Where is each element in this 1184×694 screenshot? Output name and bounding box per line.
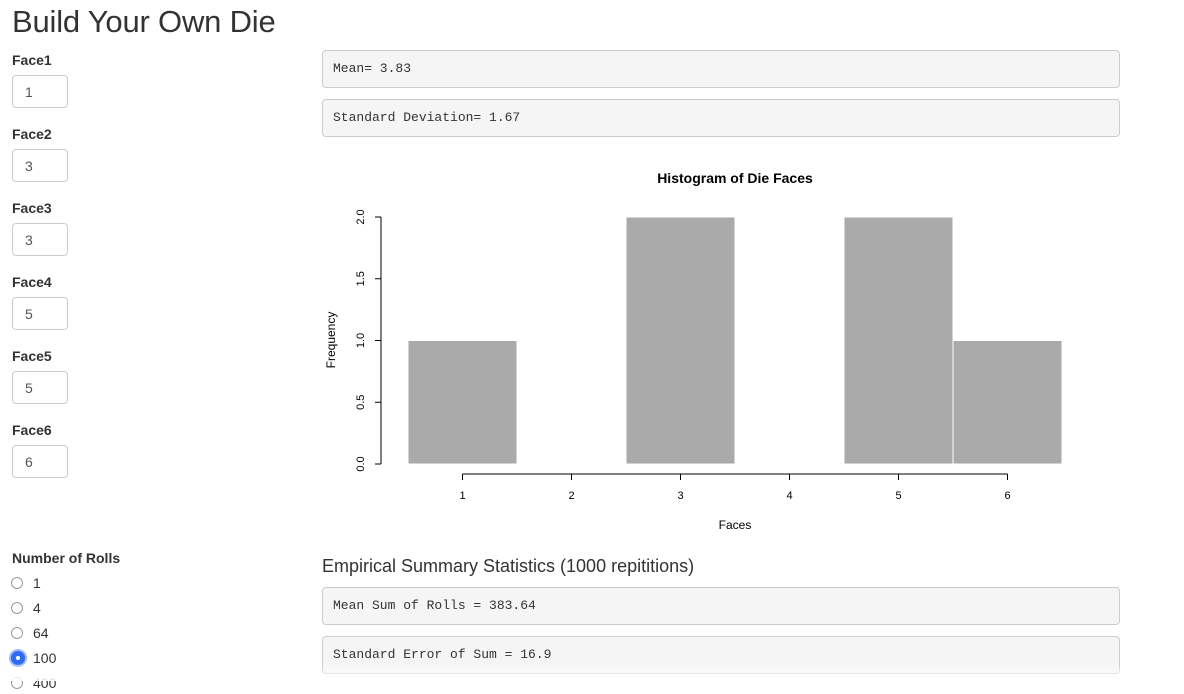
- y-tick-label: 1.0: [355, 333, 367, 348]
- y-axis-title: Frequency: [324, 312, 338, 369]
- histogram-bar: [843, 216, 954, 465]
- x-tick-label: 4: [786, 490, 792, 502]
- rolls-option-4[interactable]: 4: [11, 597, 41, 619]
- rolls-option-100[interactable]: 100: [11, 647, 56, 669]
- face1-input[interactable]: [12, 75, 68, 108]
- face6-input[interactable]: [12, 445, 68, 478]
- sd-output: Standard Deviation= 1.67: [322, 99, 1120, 137]
- face3-input[interactable]: [12, 223, 68, 256]
- y-tick-label: 0.0: [355, 456, 367, 471]
- radio-button[interactable]: [11, 577, 23, 589]
- face2-label: Face2: [12, 126, 52, 142]
- number-of-rolls-label: Number of Rolls: [12, 550, 121, 566]
- face4-input[interactable]: [12, 297, 68, 330]
- face2-group: Face2: [12, 126, 68, 182]
- mean-sum-output: Mean Sum of Rolls = 383.64: [322, 587, 1120, 625]
- face2-input[interactable]: [12, 149, 68, 182]
- rolls-option-label: 100: [33, 650, 57, 666]
- histogram-bar: [625, 216, 736, 465]
- radio-button[interactable]: [11, 627, 23, 639]
- x-tick-label: 6: [1004, 490, 1010, 502]
- y-tick-label: 0.5: [355, 395, 367, 410]
- face5-group: Face5: [12, 348, 68, 404]
- radio-button-selected[interactable]: [11, 651, 25, 665]
- rolls-option-400[interactable]: 400: [11, 672, 56, 694]
- page-title: Build Your Own Die: [12, 4, 276, 39]
- se-sum-output: Standard Error of Sum = 16.9: [322, 636, 1120, 674]
- rolls-option-label: 400: [33, 675, 57, 691]
- x-axis-title: Faces: [719, 518, 752, 532]
- rolls-option-label: 1: [33, 575, 41, 591]
- histogram-bar: [952, 340, 1063, 465]
- face1-group: Face1: [12, 52, 68, 108]
- face6-label: Face6: [12, 422, 52, 438]
- rolls-option-64[interactable]: 64: [11, 622, 49, 644]
- empirical-heading: Empirical Summary Statistics (1000 repit…: [322, 556, 695, 576]
- x-tick-label: 2: [568, 490, 574, 502]
- face5-input[interactable]: [12, 371, 68, 404]
- face3-group: Face3: [12, 200, 68, 256]
- y-tick-label: 2.0: [355, 209, 367, 224]
- face6-group: Face6: [12, 422, 68, 478]
- histogram-bar: [407, 340, 518, 465]
- x-tick-label: 5: [895, 490, 901, 502]
- rolls-option-label: 64: [33, 625, 49, 641]
- face4-label: Face4: [12, 274, 52, 290]
- rolls-option-label: 4: [33, 600, 41, 616]
- face1-label: Face1: [12, 52, 52, 68]
- mean-output: Mean= 3.83: [322, 50, 1120, 88]
- x-tick-label: 1: [459, 490, 465, 502]
- histogram-chart: Histogram of Die Faces 0.0 0.5 1.0 1.5 2.0 1 2 3…: [324, 170, 1063, 532]
- face5-label: Face5: [12, 348, 52, 364]
- rolls-option-1[interactable]: 1: [11, 572, 41, 594]
- y-tick-label: 1.5: [355, 271, 367, 286]
- radio-button[interactable]: [11, 677, 23, 689]
- face4-group: Face4: [12, 274, 68, 330]
- chart-title: Histogram of Die Faces: [657, 170, 813, 186]
- x-tick-label: 3: [677, 490, 683, 502]
- radio-button[interactable]: [11, 602, 23, 614]
- face3-label: Face3: [12, 200, 52, 216]
